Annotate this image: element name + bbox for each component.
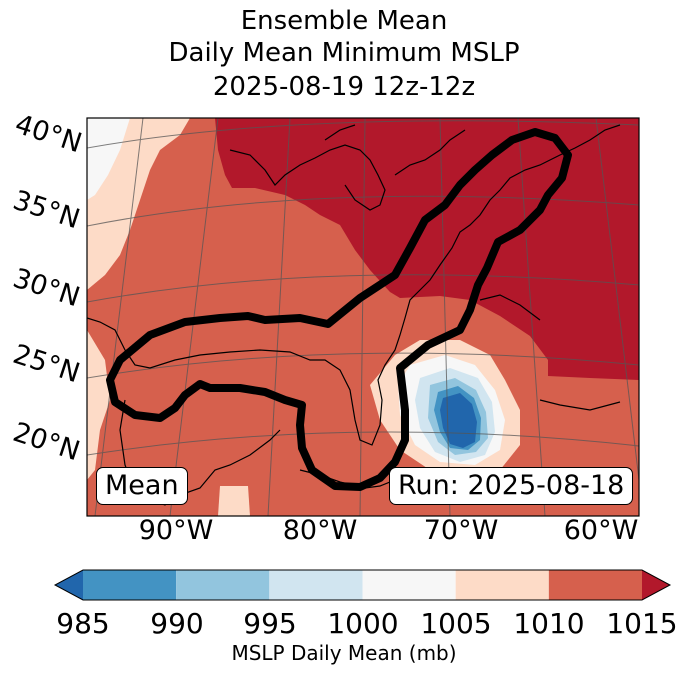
- colorbar-under-arrow: [55, 570, 83, 600]
- field-1005-south: [218, 486, 250, 516]
- title-line-2: Daily Mean Minimum MSLP: [168, 38, 520, 68]
- title-line-1: Ensemble Mean: [240, 6, 448, 36]
- ensemble-outline-region: [106, 128, 572, 491]
- lon-label-80w: 80°W: [282, 515, 358, 546]
- map-frame: [86, 117, 640, 517]
- cb-tick-990: 990: [150, 607, 204, 640]
- mslp-map: [86, 117, 640, 517]
- colorbar-label: MSLP Daily Mean (mb): [231, 641, 457, 665]
- colorbar-segment-1010: [548, 570, 642, 600]
- cb-tick-1010: 1010: [513, 607, 585, 640]
- cb-tick-985: 985: [56, 607, 110, 640]
- lon-label-90w: 90°W: [138, 515, 214, 546]
- colorbar-outline: [53, 569, 672, 601]
- colorbar-segment-1005: [455, 570, 549, 600]
- field-980-core: [440, 393, 477, 448]
- run-box: Run: 2025-08-18: [389, 467, 634, 505]
- cb-tick-995: 995: [243, 607, 297, 640]
- lon-label-70w: 70°W: [423, 515, 499, 546]
- cb-tick-1015: 1015: [606, 607, 678, 640]
- colorbar: [53, 569, 672, 601]
- cb-tick-1005: 1005: [420, 607, 492, 640]
- cb-tick-1000: 1000: [327, 607, 399, 640]
- colorbar-segment-995: [269, 570, 363, 600]
- title-line-3: 2025-08-19 12z-12z: [212, 72, 476, 102]
- colorbar-segment-990: [176, 570, 270, 600]
- field-1000-northwest: [87, 118, 130, 200]
- field-1005-west: [87, 330, 110, 480]
- colorbar-segment-985: [83, 570, 177, 600]
- colorbar-over-arrow: [642, 570, 670, 600]
- colorbar-segment-1000: [362, 570, 456, 600]
- lon-label-60w: 60°W: [563, 515, 639, 546]
- mean-box: Mean: [96, 467, 188, 505]
